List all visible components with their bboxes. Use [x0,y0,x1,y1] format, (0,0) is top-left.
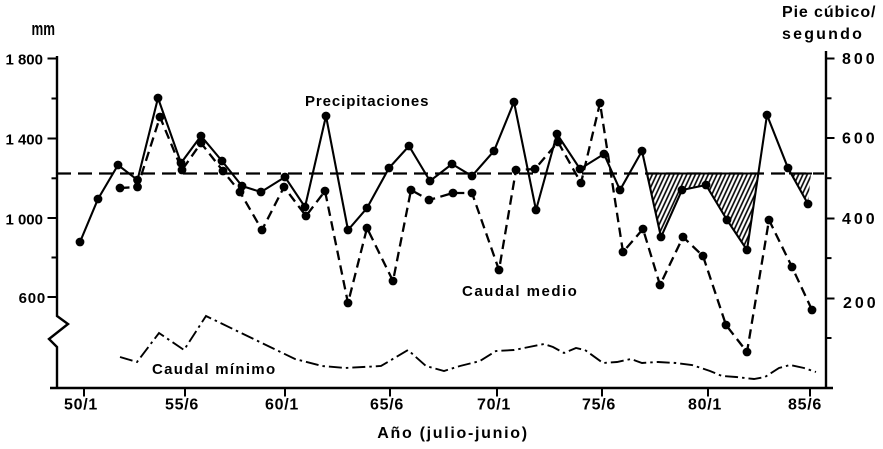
svg-text:600: 600 [19,290,46,307]
svg-text:60/1: 60/1 [265,397,299,414]
svg-text:1 400: 1 400 [5,132,43,149]
svg-text:55/6: 55/6 [165,397,199,414]
svg-text:1 800: 1 800 [5,52,43,69]
svg-text:600: 600 [842,131,878,148]
svg-text:Pie cúbico/: Pie cúbico/ [782,4,876,21]
svg-text:Caudal medio: Caudal medio [462,283,578,300]
svg-text:mm: mm [32,19,56,39]
svg-text:85/6: 85/6 [788,397,822,414]
svg-text:Precipitaciones: Precipitaciones [305,93,429,110]
svg-text:50/1: 50/1 [64,397,98,414]
svg-text:70/1: 70/1 [477,397,511,414]
svg-text:1 000: 1 000 [5,212,43,229]
svg-text:400: 400 [842,211,878,228]
svg-text:800: 800 [842,51,878,68]
svg-text:65/6: 65/6 [370,397,404,414]
svg-text:75/6: 75/6 [582,397,616,414]
svg-text:Caudal mínimo: Caudal mínimo [152,361,276,378]
svg-text:200: 200 [843,295,879,312]
svg-text:segundo: segundo [782,26,864,43]
svg-text:Año (julio-junio): Año (julio-junio) [377,425,529,442]
svg-text:80/1: 80/1 [688,397,722,414]
